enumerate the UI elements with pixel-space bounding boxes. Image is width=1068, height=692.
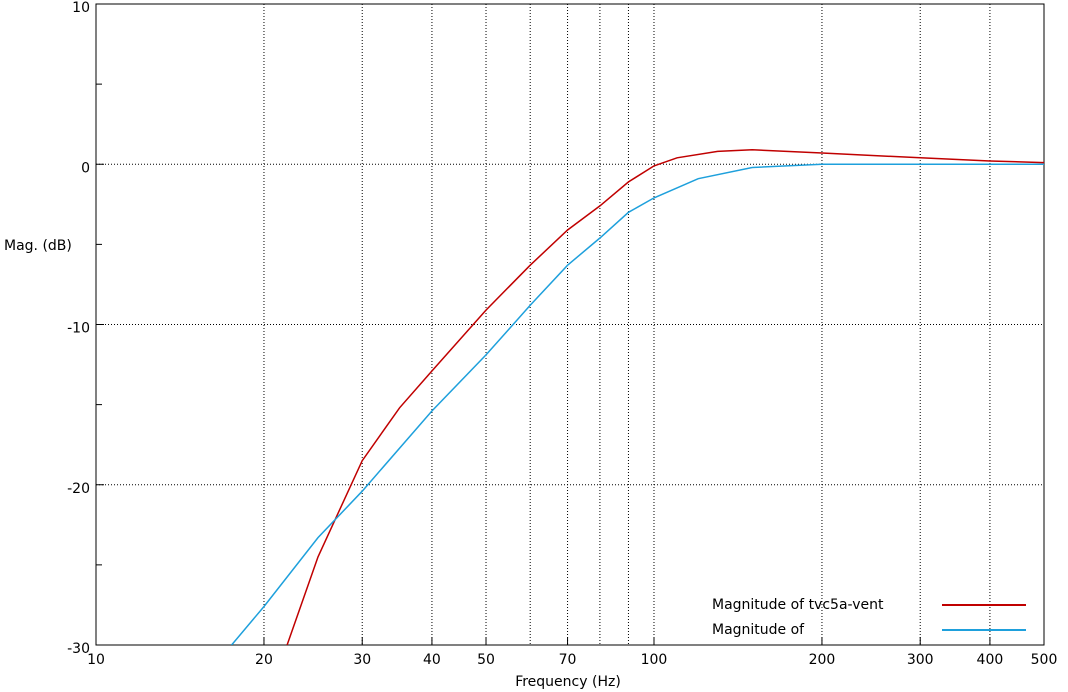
y-tick-label: -10 <box>67 321 90 337</box>
x-tick-label: 500 <box>1031 652 1058 668</box>
x-axis-label: Frequency (Hz) <box>515 674 621 690</box>
x-tick-label: 20 <box>255 652 273 668</box>
y-axis-label: Mag. (dB) <box>4 238 72 254</box>
series-line <box>231 163 1044 645</box>
y-tick-label: 0 <box>81 160 90 176</box>
y-tick-label: -20 <box>67 481 90 497</box>
x-tick-label: 70 <box>559 652 577 668</box>
x-tick-label: 40 <box>423 652 441 668</box>
x-tick-label: 50 <box>477 652 495 668</box>
legend-label: Magnitude of <box>712 622 805 638</box>
x-tick-label: 100 <box>641 652 668 668</box>
x-tick-label: 200 <box>809 652 836 668</box>
x-tick-label: 300 <box>907 652 934 668</box>
x-tick-label: 30 <box>353 652 371 668</box>
x-tick-label: 400 <box>977 652 1004 668</box>
legend-label: Magnitude of tvc5a-vent <box>712 597 884 613</box>
series-line <box>286 149 1044 645</box>
y-tick-label: -30 <box>67 641 90 657</box>
y-tick-label: 10 <box>72 0 90 16</box>
x-tick-label: 10 <box>87 652 105 668</box>
